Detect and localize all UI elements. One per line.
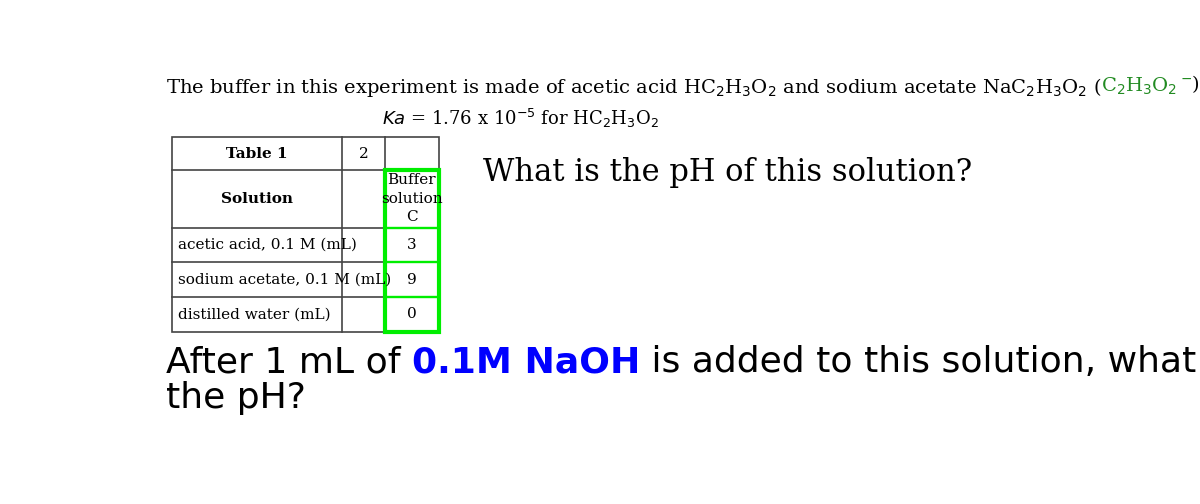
Text: is added to this solution, what is: is added to this solution, what is — [640, 345, 1200, 380]
Text: 2: 2 — [359, 147, 368, 161]
Text: 3: 3 — [407, 238, 416, 252]
Text: C$_2$H$_3$O$_2$$^-$: C$_2$H$_3$O$_2$$^-$ — [1100, 76, 1192, 97]
Text: the pH?: the pH? — [166, 381, 305, 415]
Text: distilled water (mL): distilled water (mL) — [178, 307, 330, 321]
Text: $\it{Ka}$ = 1.76 x 10$^{-5}$ for HC$_2$H$_3$O$_2$: $\it{Ka}$ = 1.76 x 10$^{-5}$ for HC$_2$H… — [383, 107, 660, 130]
Text: Buffer
solution
C: Buffer solution C — [382, 173, 443, 224]
Text: The buffer in this experiment is made of acetic acid HC$_2$H$_3$O$_2$ and sodium: The buffer in this experiment is made of… — [166, 76, 1100, 99]
Text: What is the pH of this solution?: What is the pH of this solution? — [484, 157, 972, 187]
Text: Solution: Solution — [221, 192, 293, 206]
Text: sodium acetate, 0.1 M (mL): sodium acetate, 0.1 M (mL) — [178, 273, 391, 287]
Text: 0.1M NaOH: 0.1M NaOH — [412, 345, 640, 380]
Text: After 1 mL of: After 1 mL of — [166, 345, 412, 380]
Text: 9: 9 — [407, 273, 416, 287]
Bar — [172, 138, 439, 332]
Text: acetic acid, 0.1 M (mL): acetic acid, 0.1 M (mL) — [178, 238, 356, 252]
Text: 0: 0 — [407, 307, 416, 321]
Bar — [385, 170, 439, 332]
Text: ).: ). — [1192, 76, 1200, 94]
Text: Table 1: Table 1 — [226, 147, 288, 161]
